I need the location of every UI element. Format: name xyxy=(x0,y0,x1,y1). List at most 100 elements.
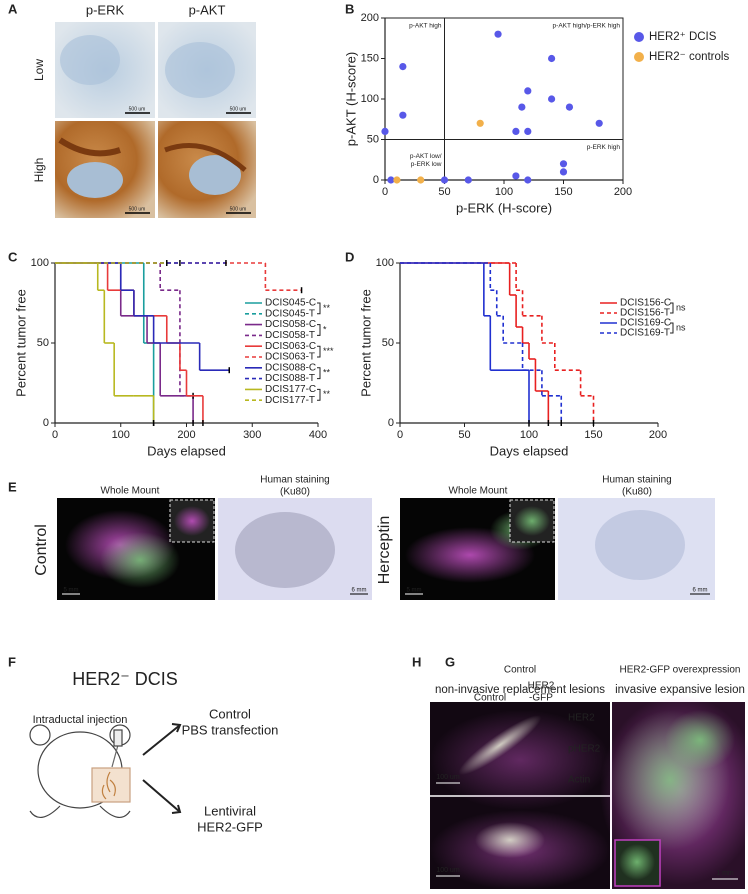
data-point xyxy=(524,127,532,135)
x-tick-label: 200 xyxy=(614,186,632,198)
panel-letter: D xyxy=(345,249,354,264)
significance-label: ** xyxy=(323,368,331,378)
y-tick-label: 50 xyxy=(37,337,49,349)
significance-bracket xyxy=(670,322,674,334)
scale-bar-label: 500 um xyxy=(230,106,247,112)
scale-bar-label: 1 mm xyxy=(716,870,734,877)
lane-label: HER2 xyxy=(528,681,555,692)
y-tick-label: 50 xyxy=(367,133,379,145)
legend-label: DCIS045-C xyxy=(265,298,316,309)
arm-label: PBS transfection xyxy=(182,722,279,737)
legend-label: DCIS088-T xyxy=(265,373,315,384)
data-point xyxy=(440,176,449,184)
data-point xyxy=(399,111,407,119)
panel-letter: H xyxy=(412,654,421,669)
y-tick-label: 100 xyxy=(31,257,49,269)
scale-bar-label: 100 um xyxy=(436,774,460,781)
data-point xyxy=(559,160,568,168)
column-title: invasive expansive lesion xyxy=(615,684,745,696)
legend-label: DCIS156-T xyxy=(620,308,670,319)
y-axis-title: Percent tumor free xyxy=(13,289,28,397)
data-point xyxy=(518,103,526,111)
legend-swatch xyxy=(634,52,644,62)
scale-bar-label: 5 mm xyxy=(64,588,79,594)
significance-label: *** xyxy=(323,346,334,356)
data-point xyxy=(548,54,556,63)
column-title: Human staining xyxy=(260,475,329,486)
y-tick-label: 50 xyxy=(382,337,394,349)
x-tick-label: 400 xyxy=(309,429,327,441)
data-point xyxy=(417,176,425,184)
panel-title: HER2⁻ DCIS xyxy=(72,669,178,689)
significance-label: * xyxy=(323,324,327,334)
column-title: Whole Mount xyxy=(449,486,508,497)
y-axis-title: p-AKT (H-score) xyxy=(343,52,358,146)
lane-label: -GFP xyxy=(529,693,553,704)
x-tick-label: 200 xyxy=(177,429,195,441)
scale-bar-label: 6 mm xyxy=(693,588,708,594)
panel-letter: C xyxy=(8,249,18,264)
panel-a-images xyxy=(55,22,256,218)
significance-bracket xyxy=(317,367,321,380)
significance-bracket xyxy=(317,345,321,358)
significance-bracket xyxy=(317,388,321,401)
legend-label: DCIS169-T xyxy=(620,328,670,339)
legend-label: DCIS088-C xyxy=(265,362,316,373)
legend-label: DCIS058-T xyxy=(265,330,315,341)
scale-bar-label: 500 um xyxy=(230,206,247,212)
quadrant-label: p-AKT high xyxy=(409,23,442,30)
quadrant-label: p-ERK high xyxy=(587,144,621,151)
legend-label: HER2⁺ DCIS xyxy=(649,31,717,43)
column-title: p-AKT xyxy=(189,2,226,17)
legend-label: DCIS156-C xyxy=(620,298,671,309)
quadrant-label: p-AKT low/ xyxy=(410,153,442,160)
panel-letter: F xyxy=(8,654,16,669)
column-title: p-ERK xyxy=(86,2,125,17)
legend-label: DCIS058-C xyxy=(265,319,316,330)
y-axis-title: Percent tumor free xyxy=(358,289,373,397)
x-tick-label: 100 xyxy=(112,429,130,441)
panel-letter: B xyxy=(345,1,354,16)
column-title: Whole Mount xyxy=(101,486,160,497)
x-tick-label: 0 xyxy=(52,429,58,441)
band-label: Actin xyxy=(568,775,590,786)
y-tick-label: 0 xyxy=(43,417,49,429)
panel-h-images xyxy=(430,695,748,890)
significance-label: ns xyxy=(676,322,686,332)
data-point xyxy=(393,176,401,184)
data-point xyxy=(565,103,574,111)
x-tick-label: 0 xyxy=(382,186,388,198)
row-title: Low xyxy=(32,59,46,81)
lane-label: Control xyxy=(474,693,506,704)
legend-label: HER2⁻ controls xyxy=(649,51,729,63)
column-title: HER2-GFP overexpression xyxy=(620,665,741,676)
column-title: Human staining xyxy=(602,475,671,486)
y-tick-label: 0 xyxy=(388,417,394,429)
x-axis-title: p-ERK (H-score) xyxy=(456,200,552,215)
data-point xyxy=(512,127,520,135)
x-tick-label: 50 xyxy=(438,186,450,198)
column-title: (Ku80) xyxy=(622,487,652,498)
plot-frame xyxy=(384,17,624,181)
scale-bar-label: 500 um xyxy=(129,206,146,212)
significance-bracket xyxy=(317,324,321,336)
band-label: HER2 xyxy=(568,713,595,724)
legend-label: DCIS177-T xyxy=(265,395,315,406)
x-tick-label: 150 xyxy=(554,186,572,198)
panel-e-images xyxy=(57,498,715,600)
y-tick-label: 150 xyxy=(361,52,379,64)
panel-letter: A xyxy=(8,1,18,16)
x-tick-label: 300 xyxy=(243,429,261,441)
significance-label: ** xyxy=(323,303,331,313)
x-tick-label: 200 xyxy=(649,429,667,441)
x-tick-label: 0 xyxy=(397,429,403,441)
x-axis-title: Days elapsed xyxy=(147,443,226,458)
legend-swatch xyxy=(634,32,644,42)
band-label: pHER2 xyxy=(568,744,601,755)
data-point xyxy=(464,176,472,184)
x-tick-label: 100 xyxy=(520,429,538,441)
scale-bar-label: 6 mm xyxy=(352,588,367,594)
significance-bracket xyxy=(670,302,674,314)
column-title: Control xyxy=(504,665,536,676)
